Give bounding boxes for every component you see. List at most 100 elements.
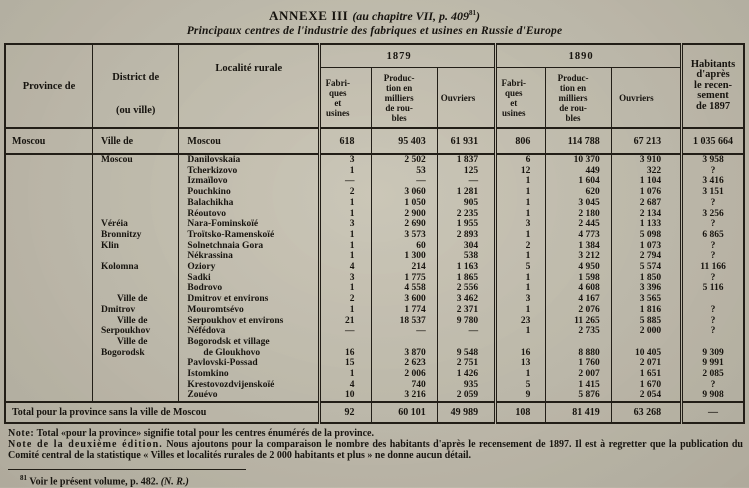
value-cell: 3 045 xyxy=(545,197,612,209)
value-cell: ? xyxy=(680,197,744,209)
note-second-edition: Note de la deuxième édition. Nous ajouto… xyxy=(8,439,743,462)
table-row: Nékrassina 1 1 300 538 1 3 212 2 794? xyxy=(5,251,744,263)
value-cell: 2 751 xyxy=(436,358,496,370)
value-cell: ? xyxy=(680,315,744,327)
value-cell: 5 574 xyxy=(610,262,682,273)
header-fabriques-1890: Fabri- ques et usines xyxy=(494,67,546,128)
header-habitants-1897: Habitants d'après le recen- sement de 18… xyxy=(680,44,744,128)
table-row: Istomkino 1 2 006 1 426 1 2 007 1 651 2 085 xyxy=(5,369,744,380)
province-cell xyxy=(5,305,92,316)
value-cell xyxy=(545,336,612,348)
value-cell: 4 558 xyxy=(371,283,438,295)
footnote-divider xyxy=(8,469,246,471)
table-row: Bogorodsk de Gloukhovo 16 3 870 9 548 16 8 880… xyxy=(5,347,744,359)
value-cell: 3 xyxy=(494,294,546,305)
value-cell: 740 xyxy=(371,379,438,391)
table-row: Balachikha 1 1 050 905 1 3 045 2 687? xyxy=(5,197,744,209)
locality-cell: Krestovozdvijenskoïé xyxy=(178,379,320,391)
value-cell: 3 565 xyxy=(610,294,682,305)
district-cell xyxy=(91,197,179,209)
value-cell: 23 xyxy=(494,315,546,327)
value-cell: 1 xyxy=(318,251,372,263)
table-row: Pouchkino 2 3 060 1 281 1 620 1 076 3 151 xyxy=(5,187,744,198)
value-cell: 2 071 xyxy=(610,358,682,370)
value-cell: 6 865 xyxy=(680,229,744,241)
district-cell: Dmitrov xyxy=(91,304,179,316)
value-cell: 1 816 xyxy=(610,304,682,316)
value-cell: 2 180 xyxy=(545,208,612,220)
table-row: Zouévo 10 3 216 2 059 9 5 876 2 054 9 908 xyxy=(5,390,744,403)
locality-cell: Serpoukhov et environs xyxy=(178,315,320,327)
province-cell xyxy=(5,251,92,262)
value-cell: 95 403 xyxy=(371,127,438,155)
value-cell: 2 085 xyxy=(680,369,744,380)
value-cell: 3 462 xyxy=(436,294,496,305)
locality-cell: Troïtsko-Ramenskoïé xyxy=(178,229,320,241)
value-cell: 2 134 xyxy=(610,208,682,220)
province-cell xyxy=(5,316,92,327)
value-cell: 1 955 xyxy=(436,219,496,230)
value-cell: 5 876 xyxy=(545,390,612,403)
value-cell: 18 537 xyxy=(371,315,438,327)
value-cell: 3 212 xyxy=(545,251,612,263)
table-header: Province de District de (ou ville) Local… xyxy=(5,44,744,128)
value-cell: 2 735 xyxy=(545,326,612,337)
table-row: Bodrovo 1 4 558 2 556 1 4 608 3 396 5 116 xyxy=(5,283,744,295)
value-cell: 9 780 xyxy=(436,315,496,327)
value-cell: — xyxy=(318,326,372,337)
value-cell: 1 xyxy=(494,197,546,209)
value-cell: 5 116 xyxy=(680,283,744,295)
district-cell: Ville de xyxy=(91,294,179,305)
value-cell: 449 xyxy=(545,165,612,177)
locality-cell: Dmitrov et environs xyxy=(178,294,320,305)
value-cell: 10 xyxy=(318,390,372,403)
value-cell xyxy=(680,294,744,305)
locality-cell: Danilovskaia xyxy=(178,154,320,166)
district-cell xyxy=(91,251,179,263)
value-cell: 81 419 xyxy=(545,401,612,424)
value-cell: 1 073 xyxy=(610,240,682,252)
district-cell: Ville de xyxy=(91,127,179,155)
annex-title-reference: (au chapitre VII, p. 40981) xyxy=(352,9,480,23)
value-cell: ? xyxy=(680,240,744,252)
value-cell: 5 098 xyxy=(610,229,682,241)
value-cell: 1 850 xyxy=(610,272,682,284)
annex-title-main: ANNEXE III xyxy=(268,8,349,23)
footnote-marker: 81 xyxy=(20,474,27,483)
value-cell: 1 281 xyxy=(436,187,496,198)
district-cell: Ville de xyxy=(91,315,179,327)
value-cell: 1 xyxy=(318,208,372,220)
province-cell xyxy=(5,390,92,402)
value-cell: 3 958 xyxy=(680,154,744,166)
table-row: Ville de Dmitrov et environs 2 3 600 3 462 3 4… xyxy=(5,294,744,305)
locality-cell: Balachikha xyxy=(178,197,320,209)
table-row: Izmaïlovo — — —1 1 604 1 104 3 416 xyxy=(5,176,744,188)
value-cell: 1 xyxy=(494,304,546,316)
province-cell xyxy=(5,380,92,391)
value-cell: 2 690 xyxy=(371,219,438,230)
value-cell: 49 989 xyxy=(436,401,496,424)
district-cell xyxy=(91,369,179,380)
value-cell: 10 405 xyxy=(610,347,682,359)
header-year-1879: 1879 xyxy=(318,44,496,68)
value-cell: 2 235 xyxy=(436,208,496,220)
locality-cell: Bogorodsk et village xyxy=(178,336,320,348)
value-cell: — xyxy=(436,176,496,188)
value-cell: 3 xyxy=(494,219,546,230)
value-cell: 538 xyxy=(436,251,496,263)
table-row: Kolomna Oziory 4 214 1 163 5 4 950 5 574 11 166 xyxy=(5,262,744,273)
value-cell: 11 166 xyxy=(680,262,744,273)
value-cell: 60 xyxy=(371,240,438,252)
province-cell xyxy=(5,219,92,230)
district-cell xyxy=(91,176,179,188)
header-production-1879: Produc- tion en milliers de rou- bles xyxy=(371,67,438,128)
value-cell: 322 xyxy=(610,165,682,177)
province-cell xyxy=(5,154,92,166)
value-cell: 1 xyxy=(318,229,372,241)
value-cell: 1 837 xyxy=(436,154,496,166)
value-cell: 935 xyxy=(436,379,496,391)
province-cell xyxy=(5,369,92,380)
value-cell: 1 415 xyxy=(545,379,612,391)
value-cell: 60 101 xyxy=(371,401,438,424)
